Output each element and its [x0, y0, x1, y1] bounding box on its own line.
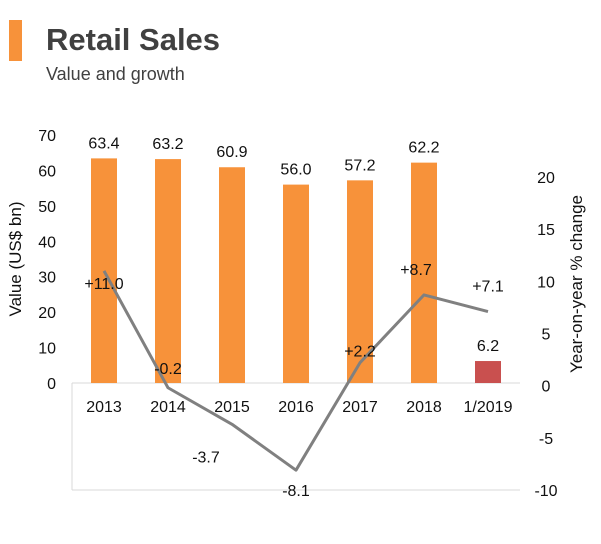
page-subtitle: Value and growth — [46, 64, 185, 84]
title-accent-bar — [9, 20, 22, 61]
y2-tick-label: 10 — [537, 274, 555, 291]
bar-value-label: 6.2 — [477, 338, 499, 355]
x-tick-label: 2013 — [86, 399, 122, 416]
y2-tick-label: 5 — [542, 327, 551, 344]
x-tick-label: 2015 — [214, 399, 250, 416]
y-axis-title: Value (US$ bn) — [6, 202, 25, 317]
x-tick-label: 2018 — [406, 399, 442, 416]
x-tick-label: 1/2019 — [464, 399, 513, 416]
bar-1/2019 — [475, 361, 501, 383]
bar-2017 — [347, 180, 373, 383]
bar-value-label: 62.2 — [408, 140, 439, 157]
y-tick-label: 60 — [38, 163, 56, 180]
y2-tick-label: -10 — [534, 483, 557, 500]
y2-tick-label: -5 — [539, 431, 553, 448]
yoy-change-line — [102, 270, 489, 472]
y-tick-label: 30 — [38, 270, 56, 287]
bar-value-label: 60.9 — [216, 144, 247, 161]
bar-2016 — [283, 184, 309, 383]
bar-2013 — [91, 158, 117, 383]
y2-tick-label: 0 — [542, 379, 551, 396]
line-value-label: -3.7 — [192, 449, 220, 466]
y-tick-label: 50 — [38, 199, 56, 216]
line-value-label: -0.2 — [154, 361, 182, 378]
x-tick-label: 2016 — [278, 399, 314, 416]
line-value-label: +2.2 — [344, 344, 376, 361]
bar-2014 — [155, 159, 181, 383]
bar-value-label: 63.4 — [88, 135, 119, 152]
bar-value-label: 63.2 — [152, 136, 183, 153]
page-title: Retail Sales — [46, 22, 221, 57]
bar-value-label: 56.0 — [280, 162, 311, 179]
y2-tick-label: 20 — [537, 170, 555, 187]
x-tick-label: 2014 — [150, 399, 186, 416]
y-tick-label: 40 — [38, 234, 56, 251]
x-tick-label: 2017 — [342, 399, 378, 416]
bar-2015 — [219, 167, 245, 383]
line-value-label: +11.0 — [84, 276, 123, 293]
y-tick-label: 0 — [47, 376, 56, 393]
y2-tick-label: 15 — [537, 222, 555, 239]
y-tick-label: 70 — [38, 128, 56, 145]
bar-value-label: 57.2 — [344, 157, 375, 174]
line-value-label: -8.1 — [282, 483, 310, 500]
line-value-label: +7.1 — [472, 279, 504, 296]
bar-2018 — [411, 162, 437, 383]
y-tick-label: 10 — [38, 341, 56, 358]
y-tick-label: 20 — [38, 305, 56, 322]
line-value-label: +8.7 — [400, 262, 432, 279]
y2-axis-title: Year-on-year % change — [567, 195, 586, 373]
